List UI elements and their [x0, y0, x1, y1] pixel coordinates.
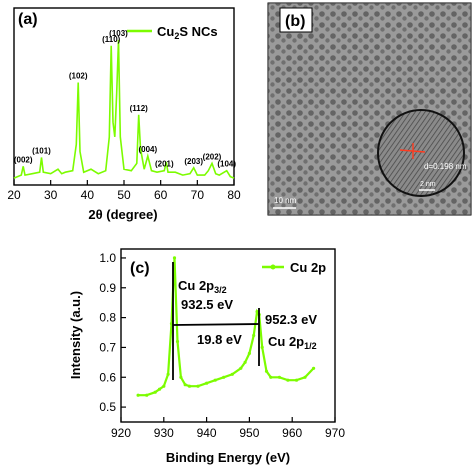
- panel-c-y-ticks: 0.5 0.6 0.7 0.8 0.9 1.0: [99, 251, 126, 414]
- panel-a-legend-suffix: S NCs: [179, 24, 217, 39]
- peak-label: (101): [32, 147, 51, 156]
- xps-data-point: [252, 333, 256, 338]
- peak1-name: Cu 2p3/2: [178, 278, 227, 295]
- x-tick-label: 940: [197, 426, 217, 440]
- x-tick-label: 50: [117, 188, 131, 202]
- xps-data-point: [187, 384, 192, 388]
- panel-c: 920 930 940 950 960 970 0.5 0.6 0.7 0.8 0.9 1.0 (c…: [68, 248, 345, 465]
- panel-a-x-ticks: 20 30 40 50 60 70 80: [7, 180, 241, 202]
- panel-c-label: (c): [130, 260, 150, 277]
- scale-label-main: 10 nm: [274, 196, 297, 205]
- xps-data-point: [157, 387, 162, 391]
- x-tick-label: 970: [325, 426, 345, 440]
- xps-data-point: [166, 372, 170, 376]
- panel-a-legend-label: Cu2S NCs: [157, 24, 218, 41]
- xps-data-point: [277, 375, 281, 379]
- xps-data-point: [243, 360, 247, 364]
- y-tick-label: 0.8: [99, 311, 116, 325]
- xps-data-point: [294, 378, 299, 382]
- peak-label: (110): [102, 35, 121, 44]
- peak-label: (004): [138, 145, 157, 154]
- y-tick-label: 0.6: [99, 370, 116, 384]
- panel-b: (b) d=0.198 nm 2 nm 10 nm: [267, 2, 472, 216]
- peak-label: (202): [203, 152, 222, 161]
- panel-a-label-box: [15, 9, 45, 28]
- xps-data-point: [179, 375, 183, 379]
- x-tick-label: 960: [282, 426, 302, 440]
- d-spacing-label: d=0.198 nm: [424, 162, 467, 171]
- panel-b-label-box: [279, 7, 313, 33]
- x-tick-label: 40: [81, 188, 95, 202]
- xps-data-point: [312, 366, 316, 370]
- x-tick-label: 80: [227, 188, 241, 202]
- xps-data-point: [136, 393, 140, 397]
- panel-c-x-ticks: 920 930 940 950 960 970: [111, 417, 345, 440]
- xrd-series-line: [13, 39, 235, 179]
- xps-data-point: [264, 369, 269, 373]
- splitting-label: 19.8 eV: [197, 332, 242, 347]
- peak-label: (203): [184, 157, 203, 166]
- xps-data-point: [145, 393, 149, 397]
- x-tick-label: 920: [111, 426, 131, 440]
- panel-a-legend-text: Cu: [157, 24, 174, 39]
- peak-label: (103): [109, 29, 128, 38]
- panel-a-frame: [13, 7, 235, 186]
- hrtem-inset: [377, 109, 465, 197]
- scale-label-inset: 2 nm: [420, 181, 436, 188]
- xps-data-point: [230, 372, 234, 376]
- y-tick-label: 1.0: [99, 251, 116, 265]
- xps-data-point: [286, 378, 290, 382]
- x-tick-label: 950: [239, 426, 259, 440]
- panel-c-legend-marker: [270, 264, 276, 270]
- x-tick-label: 30: [44, 188, 58, 202]
- panel-c-y-axis-label: Intensity (a.u.): [68, 291, 83, 379]
- panel-c-frame: [120, 248, 336, 423]
- panel-a-plot-area: (002)(101) (102) (110)(103) (112) (004) (201)…: [13, 29, 236, 179]
- panel-c-plot-area: [136, 256, 316, 397]
- peak1-name-text: Cu 2p: [178, 278, 214, 293]
- peak2-name: Cu 2p1/2: [268, 334, 317, 351]
- peak2-energy: 952.3 eV: [265, 312, 317, 327]
- xps-data-point: [255, 310, 259, 314]
- x-tick-label: 930: [154, 426, 174, 440]
- y-tick-label: 0.9: [99, 281, 116, 295]
- peak-label: (201): [155, 160, 174, 169]
- xps-data-point: [205, 381, 209, 385]
- y-tick-label: 0.5: [99, 400, 116, 414]
- xps-data-point: [260, 345, 264, 349]
- xps-data-point: [196, 384, 200, 388]
- peak2-name-sub: 1/2: [304, 341, 317, 351]
- xps-data-point: [222, 375, 226, 379]
- xps-data-point: [175, 339, 180, 344]
- panel-a-label: (a): [18, 11, 38, 28]
- peak1-energy: 932.5 eV: [181, 297, 233, 312]
- x-tick-label: 20: [7, 188, 21, 202]
- panel-b-label: (b): [285, 13, 305, 30]
- panel-a-x-axis-label: 2θ (degree): [88, 207, 157, 222]
- peak-label: (102): [69, 72, 88, 81]
- peak-label: (104): [217, 160, 236, 169]
- xps-data-point: [172, 256, 177, 260]
- xps-data-point: [213, 378, 217, 382]
- xps-data-point: [162, 384, 166, 388]
- xps-data-point: [153, 390, 157, 394]
- peak-label: (112): [130, 104, 149, 113]
- y-tick-label: 0.7: [99, 340, 116, 354]
- peak1-name-sub: 3/2: [214, 285, 227, 295]
- panel-a: (002)(101) (102) (110)(103) (112) (004) (201)…: [7, 7, 241, 222]
- peak-label: (002): [14, 155, 33, 164]
- x-tick-label: 60: [154, 188, 168, 202]
- x-tick-label: 70: [191, 188, 205, 202]
- xps-data-point: [269, 375, 273, 379]
- splitting-bracket: [172, 323, 260, 326]
- peak2-name-text: Cu 2p: [268, 334, 304, 349]
- panel-a-legend-sub: 2: [174, 31, 179, 41]
- xps-data-point: [239, 366, 243, 370]
- xps-data-point: [303, 375, 307, 379]
- panel-c-x-axis-label: Binding Energy (eV): [166, 450, 290, 465]
- xps-data-point: [183, 383, 187, 387]
- xps-data-point: [247, 351, 251, 355]
- panel-c-legend-label: Cu 2p: [290, 260, 326, 275]
